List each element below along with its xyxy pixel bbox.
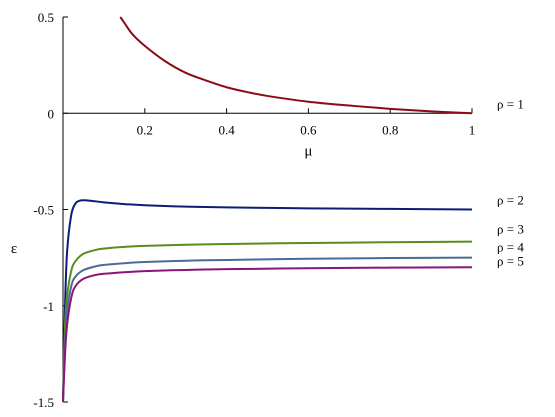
series-label-rho-3: ρ = 3 — [497, 222, 524, 237]
x-tick-label: 0.6 — [300, 122, 317, 137]
series-label-rho-2: ρ = 2 — [497, 193, 524, 208]
x-tick-label: 0.8 — [382, 122, 398, 137]
series-line-rho-5 — [62, 266, 473, 403]
axis-ticks: 0.2 0.4 0.6 0.8 1 0.5 0 -0.5 -1 -1.5 — [33, 10, 475, 410]
x-axis-title: μ — [304, 143, 312, 159]
series-line-rho-4 — [62, 256, 473, 403]
series-lines — [62, 16, 473, 403]
y-tick-label: -1 — [43, 299, 54, 314]
series-label-rho-4: ρ = 4 — [497, 240, 524, 255]
series-line-rho-2 — [62, 199, 473, 403]
series-line-rho-1 — [119, 16, 473, 115]
y-tick-label: 0.5 — [38, 10, 54, 25]
y-tick-label: -1.5 — [33, 395, 54, 410]
y-tick-label: 0 — [48, 106, 55, 121]
x-tick-label: 0.4 — [218, 122, 235, 137]
y-tick-label: -0.5 — [33, 203, 54, 218]
series-line-rho-3 — [62, 240, 473, 403]
series-labels: ρ = 1 ρ = 2 ρ = 3 ρ = 4ρ = 5 — [497, 96, 524, 268]
series-label-rho-5: ρ = 5 — [497, 253, 524, 268]
series-label-rho-1: ρ = 1 — [497, 96, 524, 111]
x-tick-label: 1 — [469, 122, 476, 137]
x-tick-label: 0.2 — [137, 122, 153, 137]
y-axis-title: ε — [11, 241, 17, 257]
